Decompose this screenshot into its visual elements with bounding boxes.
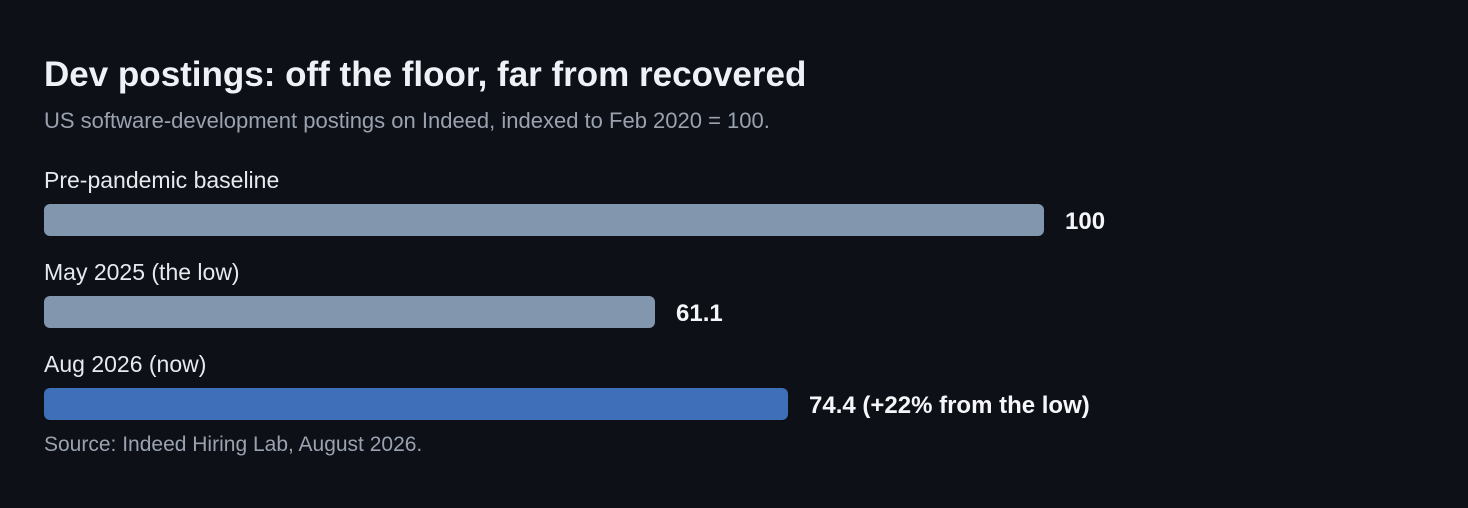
value-label: 61.1	[676, 300, 723, 327]
source-note: Source: Indeed Hiring Lab, August 2026.	[44, 433, 423, 456]
bar	[44, 204, 1044, 236]
category-label: Pre-pandemic baseline	[44, 167, 279, 193]
chart-title: Dev postings: off the floor, far from re…	[44, 55, 807, 94]
bar	[44, 388, 788, 420]
category-label: May 2025 (the low)	[44, 259, 240, 285]
bar	[44, 296, 655, 328]
value-label: 100	[1065, 208, 1105, 235]
chart-subtitle: US software-development postings on Inde…	[44, 108, 770, 133]
value-label: 74.4 (+22% from the low)	[809, 392, 1090, 419]
category-label: Aug 2026 (now)	[44, 351, 206, 377]
